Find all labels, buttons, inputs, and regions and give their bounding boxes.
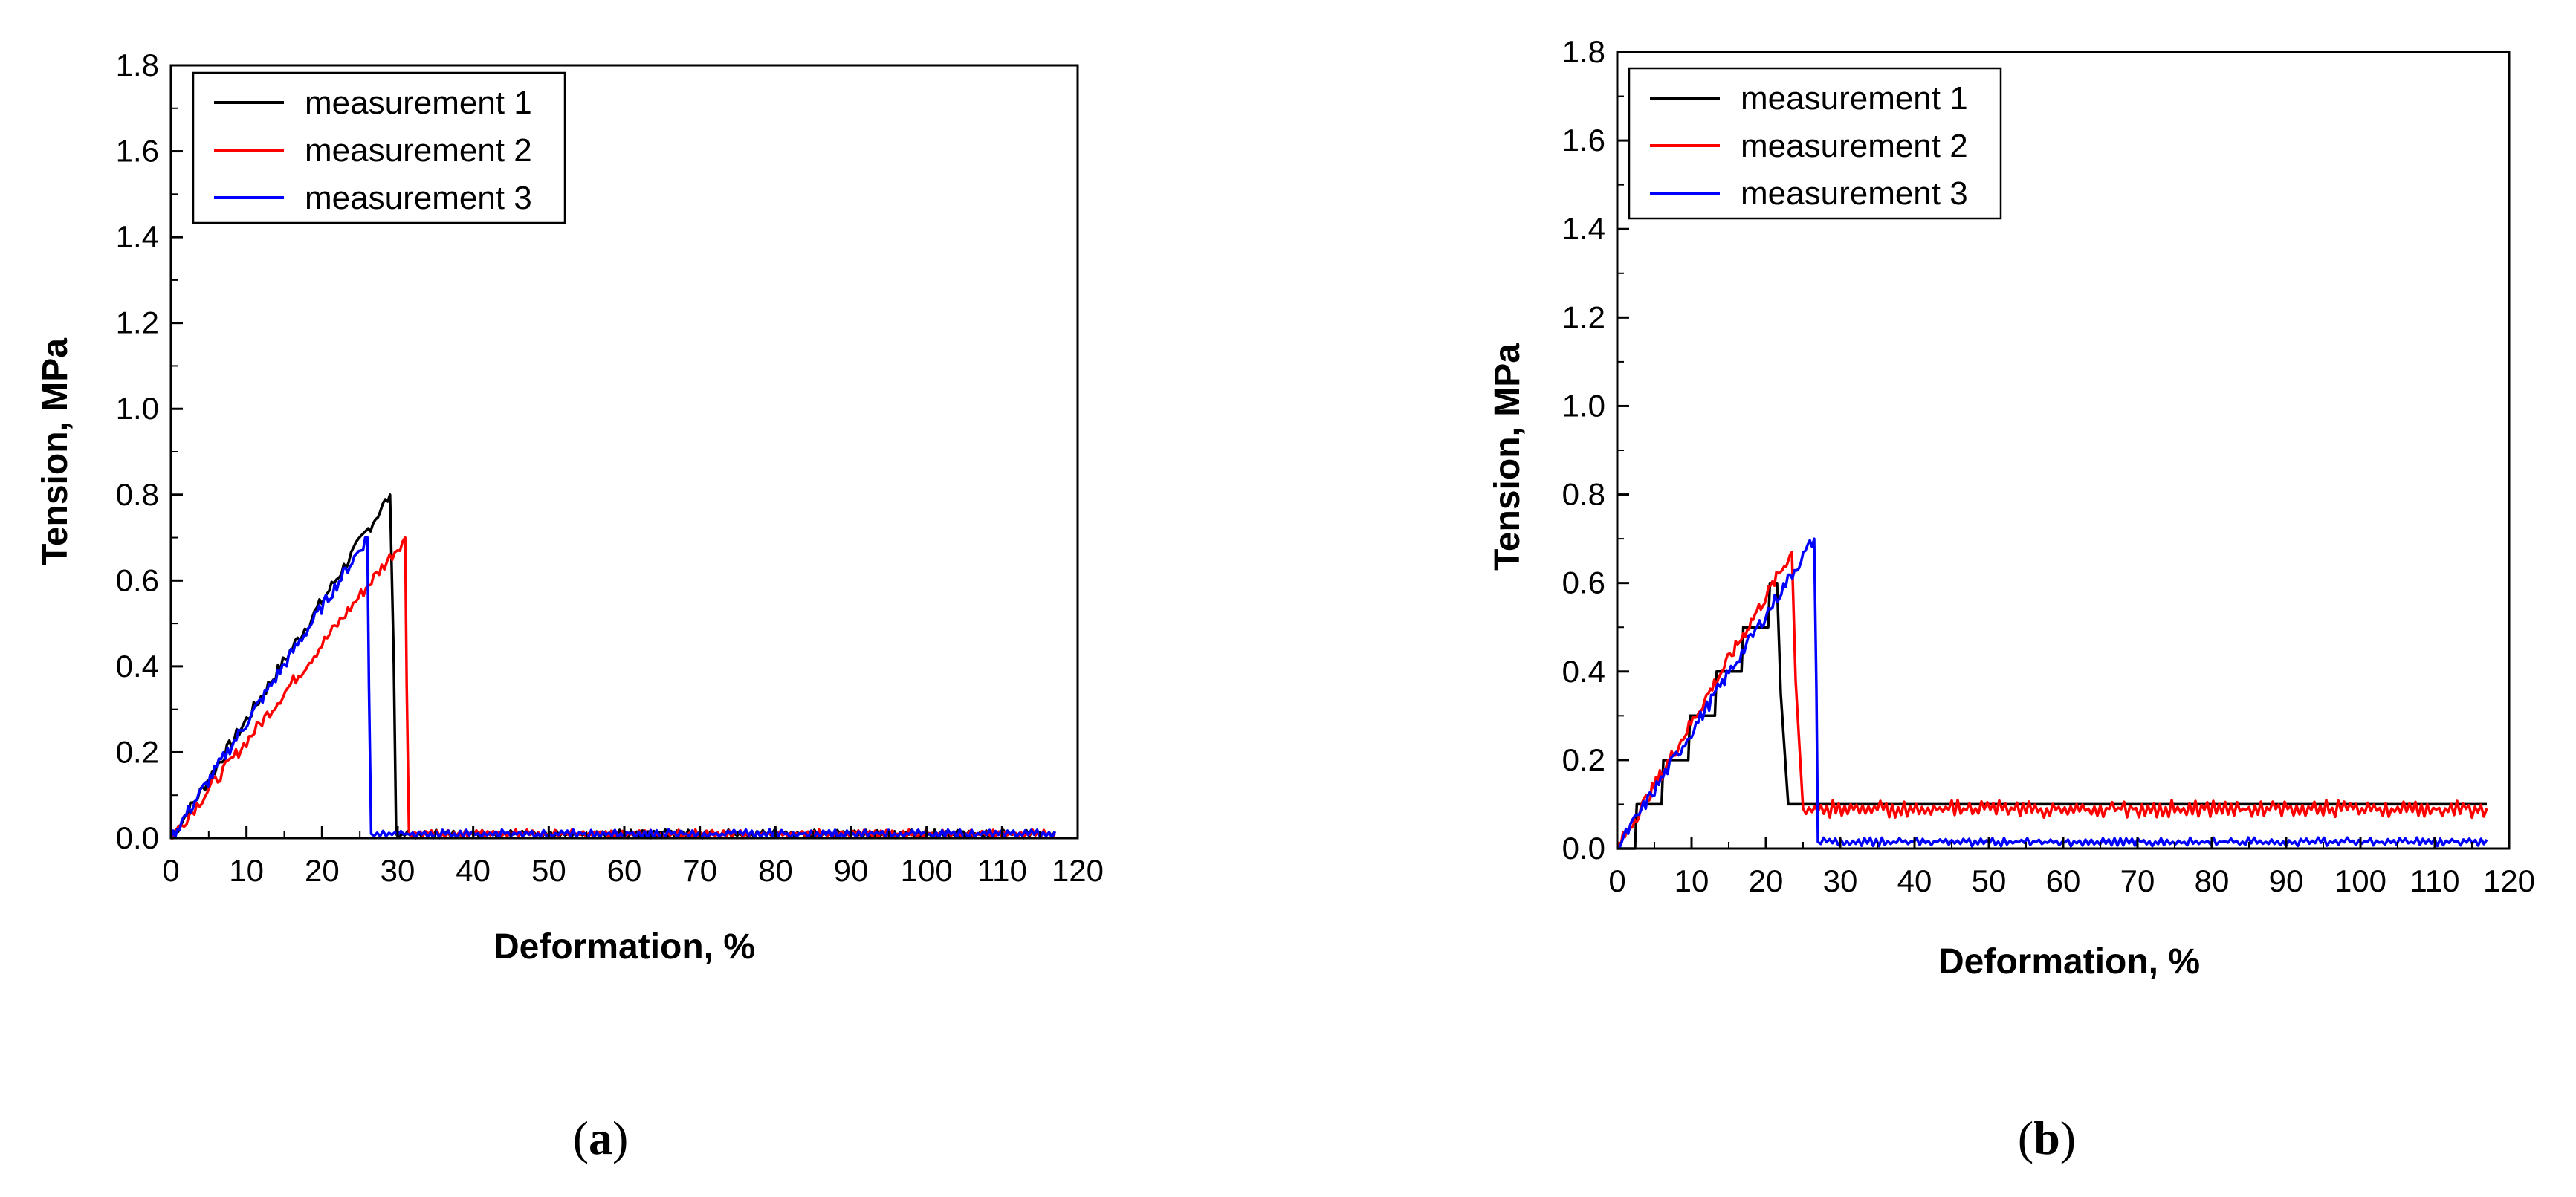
y-tick-label: 0.4 <box>116 649 159 684</box>
y-tick-label: 1.6 <box>116 134 159 169</box>
x-tick-label: 20 <box>1749 863 1784 898</box>
x-tick-label: 30 <box>381 853 415 888</box>
x-tick-label: 60 <box>607 853 642 888</box>
x-tick-label: 110 <box>2410 863 2460 898</box>
caption-a: (a) <box>573 1112 629 1164</box>
y-axis-title-a: Tension, MPa <box>36 338 75 565</box>
x-tick-label: 100 <box>901 853 953 888</box>
y-tick-label: 0.8 <box>1562 477 1605 512</box>
y-tick-label: 0.6 <box>1562 565 1605 600</box>
y-tick-label: 1.8 <box>116 48 159 82</box>
x-tick-label: 110 <box>977 853 1027 888</box>
legend-label-b-1: measurement 1 <box>1741 80 1968 117</box>
legend-b: measurement 1 measurement 2 measurement … <box>1628 67 2002 220</box>
series-line-a-1 <box>169 493 1056 840</box>
x-tick-label: 20 <box>305 853 340 888</box>
x-axis-a: 0 10 20 30 40 50 60 70 80 90 100 110 120 <box>162 826 1104 888</box>
y-tick-label: 1.2 <box>1562 299 1605 334</box>
series-layer-a <box>169 493 1057 840</box>
y-tick-label: 0.2 <box>1562 742 1605 777</box>
series-line-b-3 <box>1617 537 2488 850</box>
x-tick-label: 70 <box>682 853 717 888</box>
y-tick-label: 1.2 <box>116 305 159 340</box>
x-tick-label: 40 <box>1897 863 1932 898</box>
x-axis-title-b: Deformation, % <box>1938 942 2200 982</box>
y-tick-label: 1.8 <box>1562 34 1605 69</box>
legend-label-b-2: measurement 2 <box>1741 128 1968 164</box>
caption-a-letter: a <box>589 1112 612 1164</box>
caption-a-close: ) <box>612 1112 628 1164</box>
y-tick-label: 0.2 <box>116 734 159 769</box>
plot-area-a: 0.0 0.2 0.4 0.6 0.8 1.0 1.2 1.4 1.6 1.8 0 10 20 30 40… <box>116 48 1104 888</box>
x-tick-label: 70 <box>2120 863 2155 898</box>
y-axis-b: 0.0 0.2 0.4 0.6 0.8 1.0 1.2 1.4 1.6 1.8 <box>1562 34 1629 866</box>
y-tick-label: 0.0 <box>1562 831 1605 866</box>
x-tick-label: 90 <box>2269 863 2304 898</box>
y-tick-label: 0.0 <box>116 820 159 855</box>
x-axis-b: 0 10 20 30 40 50 60 70 80 90 100 110 120 <box>1608 837 2535 898</box>
caption-a-open: ( <box>573 1112 589 1164</box>
x-tick-label: 10 <box>1674 863 1709 898</box>
x-tick-label: 30 <box>1823 863 1858 898</box>
y-axis-title-b: Tension, MPa <box>1488 343 1527 571</box>
legend-label-b-3: measurement 3 <box>1741 175 1968 212</box>
y-tick-label: 1.0 <box>1562 388 1605 423</box>
x-tick-label: 120 <box>1052 853 1104 888</box>
caption-b-close: ) <box>2060 1112 2076 1164</box>
series-line-a-2 <box>171 536 1056 840</box>
series-line-a-3 <box>169 536 1057 840</box>
chart-panel-a: 0.0 0.2 0.4 0.6 0.8 1.0 1.2 1.4 1.6 1.8 0 10 20 30 40… <box>36 48 1104 1164</box>
y-tick-label: 1.4 <box>1562 211 1605 246</box>
x-tick-label: 40 <box>456 853 491 888</box>
x-tick-label: 0 <box>1608 863 1625 898</box>
x-tick-label: 100 <box>2334 863 2386 898</box>
x-tick-label: 10 <box>229 853 264 888</box>
x-tick-label: 120 <box>2483 863 2535 898</box>
x-tick-label: 80 <box>758 853 793 888</box>
caption-b: (b) <box>2018 1112 2076 1164</box>
legend-label-a-3: measurement 3 <box>305 180 532 216</box>
y-tick-label: 1.4 <box>116 219 159 254</box>
plot-area-b: 0.0 0.2 0.4 0.6 0.8 1.0 1.2 1.4 1.6 1.8 0 10 20 30 40… <box>1562 34 2535 898</box>
y-tick-label: 1.0 <box>116 391 159 426</box>
x-tick-label: 90 <box>834 853 869 888</box>
y-tick-label: 0.8 <box>116 477 159 512</box>
series-layer-b <box>1616 537 2488 850</box>
y-tick-label: 0.4 <box>1562 654 1605 689</box>
legend-label-a-1: measurement 1 <box>305 85 532 121</box>
x-tick-label: 60 <box>2046 863 2081 898</box>
chart-panel-b: 0.0 0.2 0.4 0.6 0.8 1.0 1.2 1.4 1.6 1.8 0 10 20 30 40… <box>1488 34 2535 1164</box>
caption-b-open: ( <box>2018 1112 2033 1164</box>
legend-a: measurement 1 measurement 2 measurement … <box>192 71 566 224</box>
y-tick-label: 0.6 <box>116 562 159 597</box>
caption-b-letter: b <box>2033 1112 2060 1164</box>
y-axis-a: 0.0 0.2 0.4 0.6 0.8 1.0 1.2 1.4 1.6 1.8 <box>116 48 183 855</box>
x-tick-label: 50 <box>1972 863 2007 898</box>
legend-label-a-2: measurement 2 <box>305 132 532 169</box>
series-line-b-2 <box>1616 551 2488 849</box>
x-axis-title-a: Deformation, % <box>493 927 755 967</box>
x-tick-label: 80 <box>2195 863 2230 898</box>
x-tick-label: 50 <box>531 853 566 888</box>
y-tick-label: 1.6 <box>1562 123 1605 158</box>
x-tick-label: 0 <box>162 853 179 888</box>
